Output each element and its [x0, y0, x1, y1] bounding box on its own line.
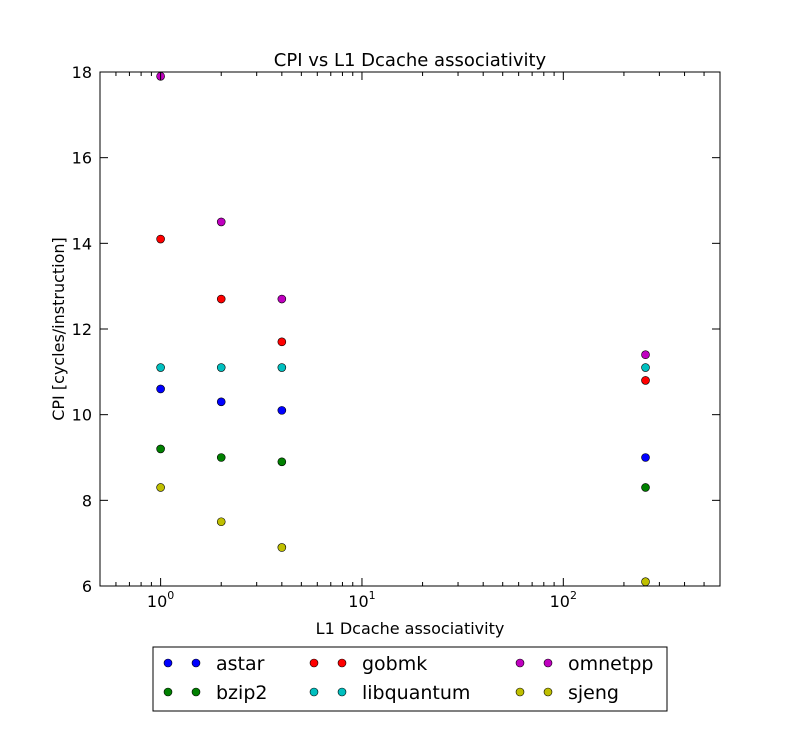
legend-marker-sjeng-1 — [543, 687, 553, 697]
point-sjeng-0 — [156, 483, 165, 492]
point-omnetpp-1 — [216, 217, 226, 227]
legend-frame — [152, 646, 668, 712]
point-bzip2-2 — [277, 457, 287, 467]
y-tick-label-2: 10 — [72, 406, 92, 425]
point-sjeng-3 — [641, 577, 650, 587]
plot-frame — [99, 71, 721, 587]
point-gobmk-2 — [277, 337, 287, 347]
point-libquantum-2 — [277, 363, 287, 372]
chart-title: CPI vs L1 Dcache associativity — [274, 50, 547, 71]
legend-marker-astar-0 — [163, 658, 173, 668]
legend-label-sjeng: sjeng — [568, 682, 619, 704]
point-bzip2-1 — [216, 453, 226, 462]
y-tick-label-6: 18 — [72, 63, 92, 82]
point-sjeng-2 — [277, 543, 287, 552]
point-bzip2-3 — [641, 483, 650, 492]
legend-marker-libquantum-1 — [337, 687, 347, 697]
point-omnetpp-3 — [641, 350, 650, 360]
x-tick-label-0: 100 — [147, 589, 174, 611]
x-axis: 100 101 102 — [99, 72, 721, 611]
legend-marker-sjeng-0 — [515, 687, 525, 697]
legend-marker-bzip2-0 — [163, 687, 173, 697]
y-tick-label-5: 16 — [72, 149, 92, 168]
legend-marker-omnetpp-0 — [515, 658, 525, 668]
point-astar-0 — [156, 384, 165, 394]
legend-marker-astar-1 — [191, 658, 201, 668]
y-tick-label-0: 6 — [82, 577, 92, 596]
legend: astar bzip2 gobmk libquantum omnetpp sjeng — [152, 646, 668, 712]
point-gobmk-3 — [641, 376, 650, 385]
point-libquantum-3 — [641, 363, 650, 372]
point-astar-1 — [216, 397, 226, 407]
point-astar-3 — [641, 453, 650, 462]
point-libquantum-1 — [216, 363, 226, 372]
point-sjeng-1 — [216, 517, 226, 527]
y-tick-label-1: 8 — [82, 491, 92, 510]
data-points — [156, 71, 650, 587]
x-tick-label-2: 102 — [550, 589, 577, 611]
x-tick-label-1: 101 — [348, 589, 375, 611]
y-tick-label-3: 12 — [72, 320, 92, 339]
point-astar-2 — [277, 406, 287, 415]
point-gobmk-0 — [156, 234, 165, 244]
legend-marker-gobmk-0 — [309, 658, 319, 668]
y-tick-label-4: 14 — [72, 234, 92, 253]
point-bzip2-0 — [156, 444, 165, 454]
legend-marker-omnetpp-1 — [543, 658, 553, 668]
legend-marker-gobmk-1 — [337, 658, 347, 668]
x-axis-label: L1 Dcache associativity — [316, 619, 505, 638]
point-libquantum-0 — [156, 363, 165, 372]
point-omnetpp-2 — [277, 294, 287, 304]
point-gobmk-1 — [216, 294, 226, 304]
legend-label-gobmk: gobmk — [362, 653, 427, 675]
legend-label-omnetpp: omnetpp — [568, 653, 653, 675]
legend-label-libquantum: libquantum — [362, 682, 470, 704]
y-axis-label: CPI [cycles/instruction] — [49, 237, 68, 421]
legend-label-bzip2: bzip2 — [216, 682, 267, 704]
legend-marker-libquantum-0 — [309, 687, 319, 697]
legend-marker-bzip2-1 — [191, 687, 201, 697]
legend-label-astar: astar — [216, 653, 265, 675]
y-axis: 6 8 10 12 14 16 18 — [72, 63, 720, 596]
